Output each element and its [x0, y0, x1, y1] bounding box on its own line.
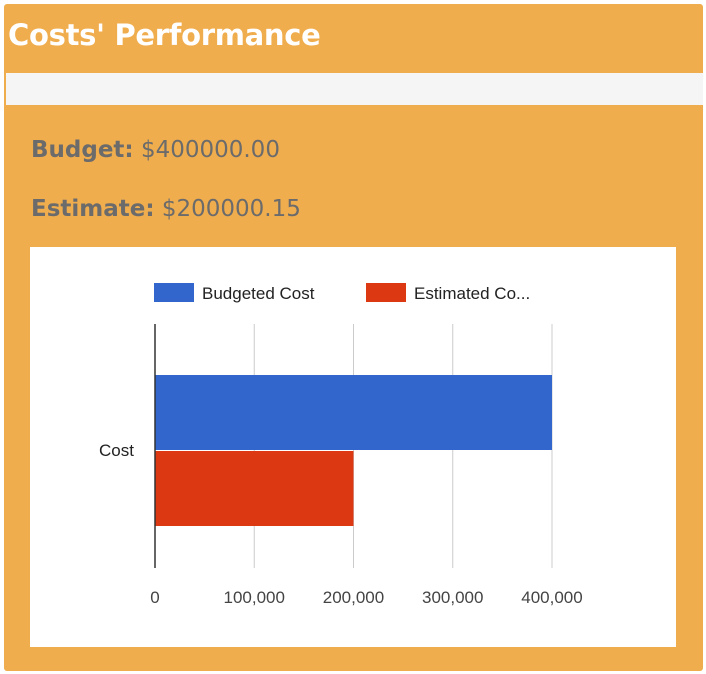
x-tick-label-5: 400,000 — [521, 588, 582, 607]
x-tick-label-3: 200,000 — [323, 588, 384, 607]
bar-budgeted-cost — [155, 375, 552, 450]
legend-swatch-2 — [366, 283, 406, 302]
category-label-1: Cost — [99, 441, 134, 460]
budget-label: Budget: — [31, 137, 134, 163]
cost-bar-chart: Budgeted Cost Estimated Co... Cost 0 100,000… — [30, 247, 676, 647]
x-tick-label-4: 300,000 — [422, 588, 483, 607]
panel-title: Costs' Performance — [8, 18, 321, 52]
costs-performance-panel: Costs' Performance Budget: $400000.00 Es… — [4, 4, 703, 671]
bar-estimated-cost — [155, 451, 354, 526]
x-tick-label-2: 100,000 — [224, 588, 285, 607]
legend-label-2: Estimated Co... — [414, 284, 530, 303]
estimate-label: Estimate: — [31, 196, 155, 222]
x-tick-label-1: 0 — [150, 588, 159, 607]
estimate-value: $200000.15 — [162, 196, 301, 222]
budget-stat: Budget: $400000.00 — [31, 137, 280, 163]
estimate-stat: Estimate: $200000.15 — [31, 196, 301, 222]
legend-label-1: Budgeted Cost — [202, 284, 315, 303]
cost-chart-panel: Budgeted Cost Estimated Co... Cost 0 100,000… — [30, 247, 676, 647]
legend-swatch-1 — [154, 283, 194, 302]
budget-value: $400000.00 — [141, 137, 280, 163]
title-divider-strip — [6, 73, 703, 105]
